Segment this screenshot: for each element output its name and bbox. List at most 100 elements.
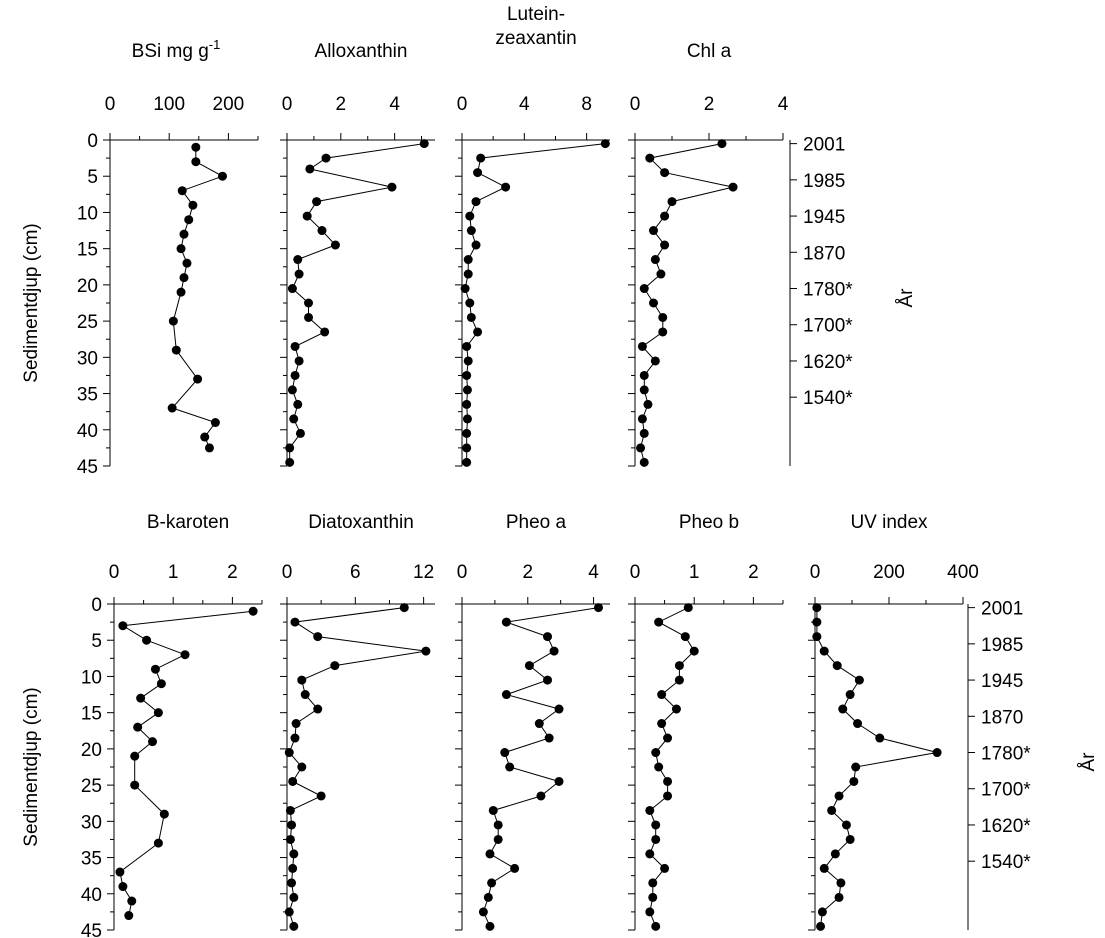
data-point: [200, 432, 210, 442]
y-tick-label: 35: [81, 849, 102, 870]
data-point: [147, 737, 157, 747]
data-point: [827, 805, 837, 815]
y-tick-label: 30: [81, 812, 102, 833]
data-point: [156, 679, 166, 689]
panel-title: Pheo b: [679, 512, 739, 533]
data-point: [118, 882, 128, 892]
data-point: [191, 157, 201, 167]
data-point: [302, 211, 312, 221]
panel-diatoxanthin: 0 6 12 Diatoxanthin: [280, 512, 435, 931]
y-axis-label: Sedimentdjup (cm): [21, 223, 42, 382]
data-point: [180, 650, 190, 660]
data-point: [645, 805, 655, 815]
data-point: [153, 708, 163, 718]
data-point: [649, 298, 658, 308]
data-point: [643, 399, 653, 409]
data-point: [287, 820, 297, 830]
data-point: [297, 762, 307, 772]
x-tick-label: 4: [778, 94, 789, 115]
data-point: [832, 661, 842, 671]
panel-title: Pheo a: [506, 512, 567, 533]
data-point: [845, 690, 855, 700]
data-point: [142, 635, 152, 645]
data-point: [462, 457, 472, 467]
data-point: [536, 791, 546, 801]
data-point: [488, 805, 498, 815]
data-point: [293, 399, 303, 409]
data-point: [663, 733, 673, 743]
age-axis: 2001 1985 1945 1870 1780* 1700* 1620* 1540* År: [967, 599, 1099, 930]
data-point: [285, 457, 295, 467]
data-point: [875, 733, 885, 743]
data-point: [728, 182, 738, 192]
data-point: [285, 443, 295, 453]
data-point: [462, 428, 472, 438]
y-tick-label: 10: [81, 667, 102, 688]
data-point: [462, 443, 472, 453]
data-point: [645, 907, 655, 917]
x-tick-label: 0: [109, 562, 120, 583]
panel-title: B-karoten: [147, 512, 229, 533]
data-point: [834, 892, 844, 902]
panel-bsi-mg-g: 0 100 200 0 5 10 15 20 25 30 35 40 45 BSi mg g-1: [77, 37, 259, 478]
data-point: [649, 226, 658, 236]
data-point: [130, 751, 140, 761]
data-point: [501, 617, 511, 627]
panel-title: zeaxantin: [495, 28, 576, 49]
y-tick-label: 30: [77, 348, 98, 369]
data-point: [639, 284, 649, 294]
data-point: [133, 722, 143, 732]
data-point: [330, 661, 340, 671]
data-point: [471, 197, 481, 207]
data-point: [639, 428, 649, 438]
panel-pheo-b: 0 1 2 Pheo b: [628, 512, 784, 931]
data-point: [176, 287, 186, 297]
panel-title-superscript: -1: [209, 37, 221, 52]
data-point: [284, 907, 294, 917]
data-point: [650, 356, 660, 366]
x-tick-label: 200: [873, 562, 905, 583]
data-point: [812, 632, 822, 642]
data-point: [637, 414, 647, 424]
data-point: [466, 226, 476, 236]
x-tick-label: 6: [350, 562, 361, 583]
data-point: [660, 168, 670, 178]
data-point: [168, 316, 178, 326]
y-tick-label: 0: [87, 131, 98, 152]
y-tick-label: 35: [77, 385, 98, 406]
data-point: [932, 748, 942, 758]
x-tick-label: 2: [522, 562, 533, 583]
age-tick-label: 1870: [981, 707, 1023, 728]
data-point: [471, 240, 481, 250]
data-point: [300, 690, 310, 700]
age-tick-label: 1945: [803, 207, 845, 228]
data-point: [483, 892, 493, 902]
data-point: [717, 139, 727, 149]
data-point: [636, 443, 646, 453]
data-point: [463, 269, 473, 279]
data-point: [660, 211, 670, 221]
data-point: [313, 704, 323, 714]
data-point: [330, 240, 340, 250]
x-tick-label: 2: [227, 562, 238, 583]
data-point: [217, 171, 227, 181]
data-point: [399, 603, 409, 613]
data-point: [179, 273, 189, 283]
data-point: [654, 617, 664, 627]
data-point: [290, 617, 300, 627]
data-point: [674, 661, 684, 671]
data-point: [600, 139, 610, 149]
data-point: [288, 776, 298, 786]
data-point: [304, 312, 314, 322]
data-point: [193, 374, 203, 384]
data-point: [845, 834, 855, 844]
data-point: [554, 776, 564, 786]
age-tick-label: 1540*: [803, 388, 853, 409]
data-point: [179, 229, 189, 239]
data-point: [312, 197, 322, 207]
data-point: [289, 414, 299, 424]
data-point: [287, 284, 297, 294]
data-point: [549, 646, 559, 656]
age-tick-label: 1700*: [981, 780, 1031, 801]
